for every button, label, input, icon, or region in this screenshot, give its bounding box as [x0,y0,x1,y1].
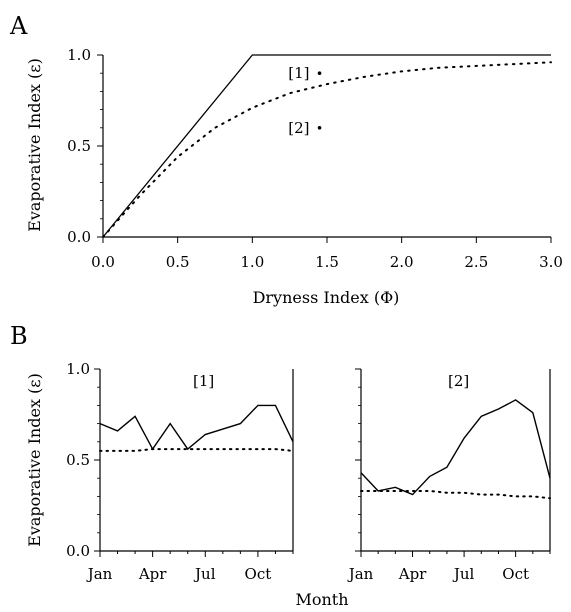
panel-b-xlabel: Month [295,590,348,609]
panel-a-ytick-label: 1.0 [67,46,91,64]
panel-b2-annotation: [2] [448,372,469,390]
panel-a-chart: 0.0 0.5 1.0 1.5 2.0 2.5 3.0 0.0 0.5 1.0 [1] [2] [67,46,563,271]
panel-a-point-label: [2] [288,119,309,137]
panel-b-ytick-label: 0.0 [66,542,90,560]
panel-b1-chart: Jan Apr Jul Oct 0.0 0.5 1.0 [66,360,294,583]
panel-a-point-1 [317,71,322,75]
panel-b-letter: B [10,322,28,350]
panel-a-solid-curve [102,54,551,238]
panel-b-solid-line [99,404,294,451]
panel-b-xtick-label: Apr [398,565,427,583]
panel-b-xtick-label: Oct [502,565,529,583]
panel-b-xtick-label: Jul [452,565,475,583]
panel-a-dotted-curve [102,61,552,238]
panel-a-letter: A [9,12,28,40]
panel-b-xtick-label: Jan [86,565,113,583]
panel-a-point-label: [1] [288,64,309,82]
panel-b-solid-line [360,399,551,496]
panel-a-xtick-label: 2.0 [390,253,414,271]
panel-a-xtick-label: 0.5 [166,253,190,271]
panel-a-ylabel: Evaporative Index (ε) [25,58,44,232]
panel-b-ytick-label: 1.0 [66,360,90,378]
panel-a-ytick-label: 0.0 [67,228,91,246]
panel-a-xtick-label: 2.5 [464,253,488,271]
panel-a-ytick-label: 0.5 [67,137,91,155]
panel-b2-chart: Jan Apr Jul Oct [347,368,551,583]
panel-b-xtick-label: Jan [347,565,374,583]
panel-a-xtick-label: 1.5 [315,253,339,271]
panel-b-dotted-line [360,489,551,500]
panel-b-xtick-label: Jul [193,565,216,583]
panel-a-xtick-label: 1.0 [240,253,264,271]
panel-a-point-2 [317,126,322,130]
panel-a-xtick-label: 0.0 [91,253,115,271]
panel-b-ylabel: Evaporative Index (ε) [25,373,44,547]
panel-b-xtick-label: Oct [245,565,272,583]
panel-a-xlabel: Dryness Index (Φ) [253,288,400,307]
panel-a-xtick-label: 3.0 [539,253,563,271]
panel-b-xtick-label: Apr [138,565,167,583]
panel-b1-annotation: [1] [193,372,214,390]
panel-b-dotted-line [99,448,294,452]
panel-b-ytick-label: 0.5 [66,451,90,469]
